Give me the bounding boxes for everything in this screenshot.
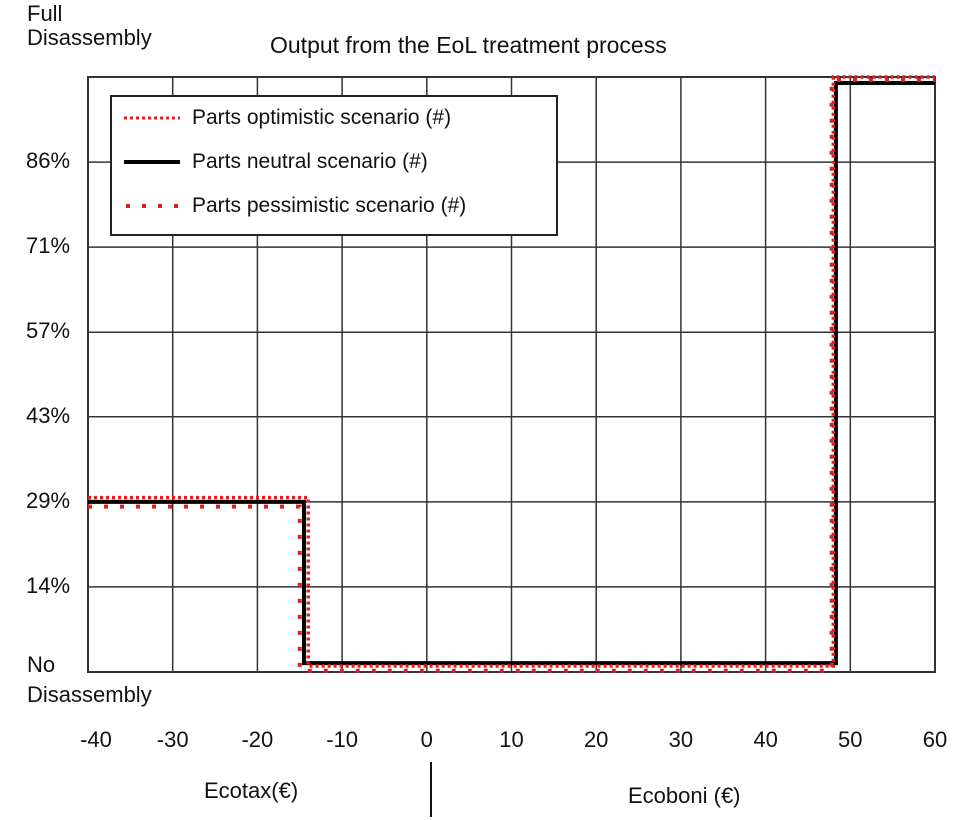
plot-border [87,76,936,673]
x-label-ecotax: Ecotax(€) [204,778,299,803]
x-tick-label: -20 [241,727,274,752]
y-top-label: Full Disassembly [27,1,152,50]
chart-title: Output from the EoL treatment process [270,32,667,58]
legend-item-pessimistic: Parts pessimistic scenario (#) [124,191,466,221]
x-label-ecoboni: Ecoboni (€) [628,783,741,808]
legend-swatch-neutral [124,160,180,164]
x-tick-label: 10 [499,727,524,752]
series-line-neutral [88,80,935,666]
x-tick-label: 30 [668,727,694,752]
series-line-optimistic [88,75,935,668]
x-tick-label: 50 [838,727,863,752]
y-tick-label: 43% [26,402,71,428]
x-tick-label: -40 [80,727,112,752]
y-tick-label: 57% [26,318,71,344]
x-tick-label: -30 [156,727,189,752]
x-tick-label: -10 [326,727,358,752]
legend-swatch-optimistic [124,116,180,120]
x-tick-label: 60 [922,727,948,752]
y-bottom-label: No Disassembly [27,652,152,707]
y-tick-label: 71% [26,233,71,259]
series-line-pessimistic [88,77,935,673]
zero-divider [430,762,432,817]
legend-swatch-pessimistic [126,204,180,208]
legend-item-optimistic: Parts optimistic scenario (#) [124,103,451,133]
x-tick-label: 0 [420,727,433,752]
y-tick-label: 14% [26,572,71,598]
x-tick-label: 40 [753,727,778,752]
x-tick-label: 20 [583,727,609,752]
y-tick-label: 86% [26,148,71,174]
legend: Parts optimistic scenario (#) Parts neut… [110,95,558,236]
y-tick-label: 29% [26,487,71,513]
legend-item-neutral: Parts neutral scenario (#) [124,147,428,177]
